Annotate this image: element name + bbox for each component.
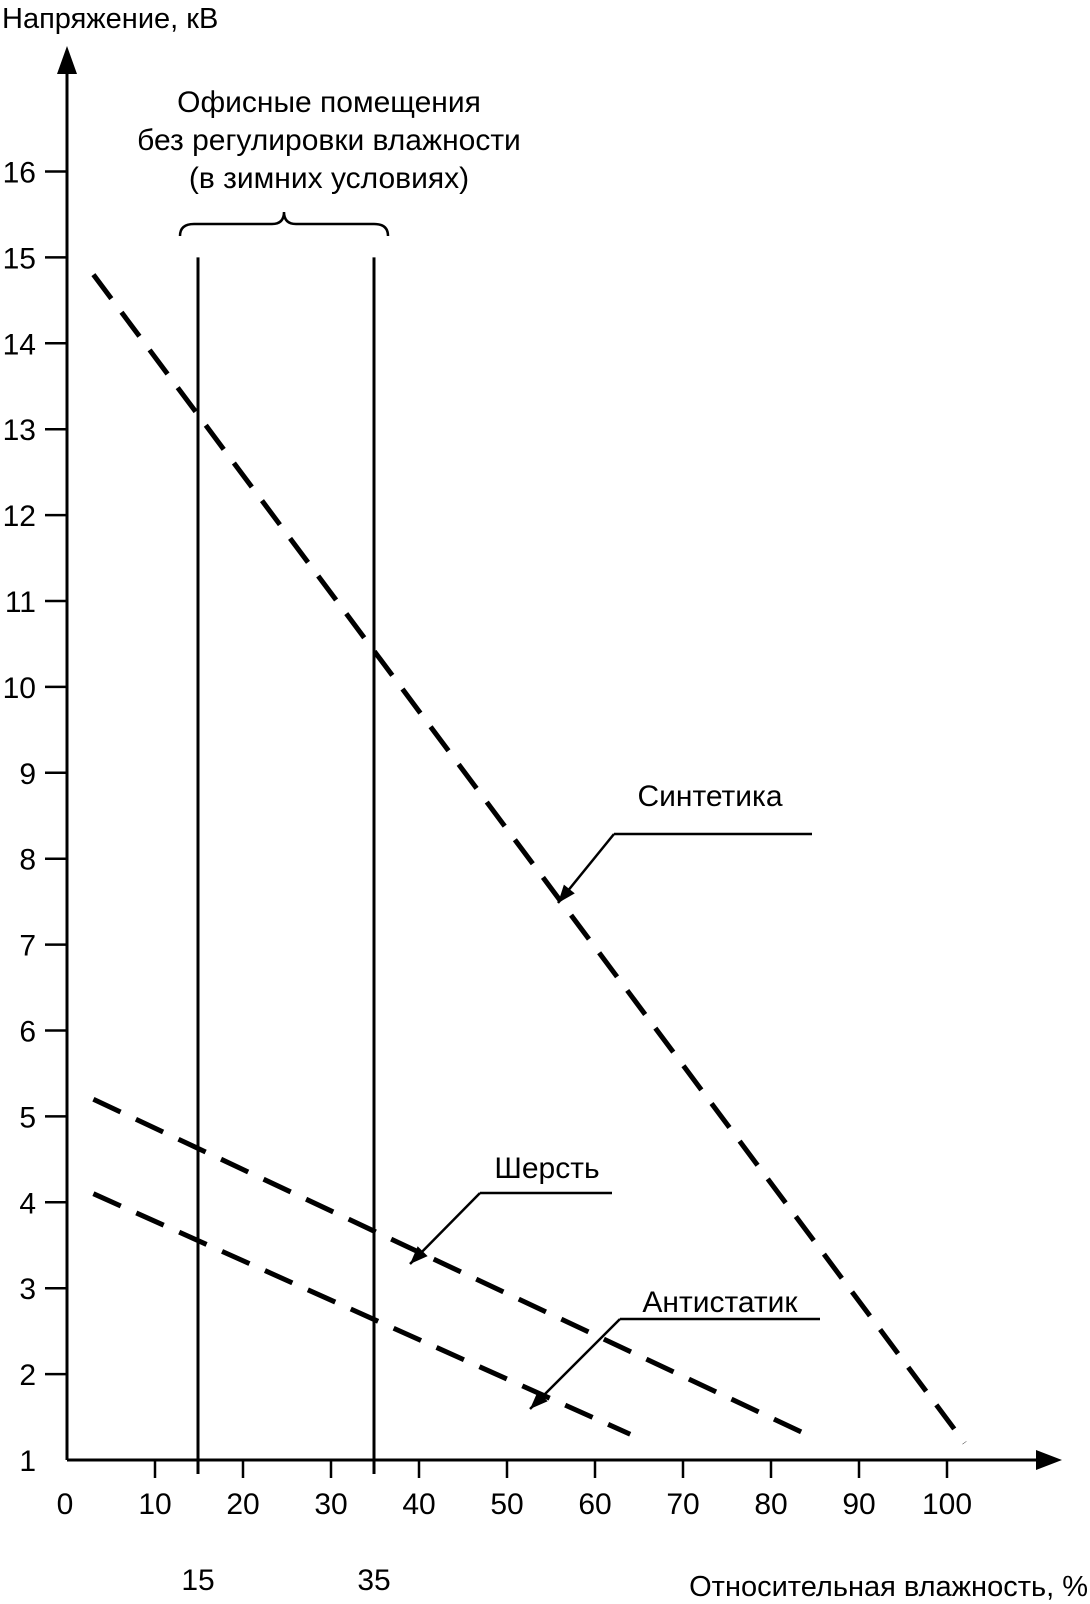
y-tick-label: 14 [3, 328, 36, 361]
x-tick-label: 80 [754, 1488, 787, 1521]
y-tick-label: 4 [19, 1187, 36, 1220]
annotation-line: без регулировки влажности [137, 124, 521, 157]
y-tick-label: 11 [5, 586, 36, 619]
y-tick-label: 9 [19, 758, 36, 791]
x-tick-label: 50 [490, 1488, 523, 1521]
leader-arrowhead [410, 1246, 428, 1264]
series-line [92, 1096, 808, 1437]
series-label: Синтетика [637, 780, 782, 813]
x-axis-title: Относительная влажность, % [689, 1571, 1088, 1603]
x-axis-arrow [1036, 1450, 1062, 1470]
annotation-group: Офисные помещения без регулировки влажнос… [137, 86, 521, 237]
annotation-line: (в зимних условиях) [189, 162, 469, 195]
y-tick-label: 13 [3, 414, 36, 447]
x-tick-label: 40 [402, 1488, 435, 1521]
axes [57, 46, 1062, 1470]
y-tick-label: 1 [19, 1445, 36, 1478]
x-tick-label: 20 [226, 1488, 259, 1521]
series-group: Синтетика Шерсть Антистатик [91, 273, 967, 1445]
annotation-brace [178, 211, 390, 237]
x-tick-label: 100 [922, 1488, 972, 1521]
reference-line-label: 35 [357, 1564, 390, 1597]
y-axis-title: Напряжение, кВ [2, 3, 218, 35]
series-label: Шерсть [494, 1152, 599, 1185]
y-axis-arrow [57, 46, 77, 74]
x-tick-label: 90 [842, 1488, 875, 1521]
y-tick-label: 5 [19, 1101, 36, 1134]
x-tick-label: 10 [138, 1488, 171, 1521]
reference-line-label: 15 [181, 1564, 214, 1597]
reference-lines: 15 35 [181, 257, 391, 1597]
y-tick-label: 3 [19, 1273, 36, 1306]
y-tick-label: 7 [19, 930, 36, 963]
y-tick-label: 6 [19, 1016, 36, 1049]
x-tick-label: 30 [314, 1488, 347, 1521]
x-tick-label: 60 [578, 1488, 611, 1521]
series-label: Антистатик [642, 1286, 798, 1319]
annotation-line: Офисные помещения [177, 86, 481, 119]
y-tick-label: 12 [3, 500, 36, 533]
series-line [92, 1191, 632, 1437]
y-tick-label: 8 [19, 844, 36, 877]
leader-arrowhead [558, 884, 575, 903]
y-tick-label: 15 [3, 242, 36, 275]
y-tick-label: 2 [19, 1359, 36, 1392]
leader-arrowhead [530, 1391, 548, 1409]
x-tick-label: 0 [57, 1488, 74, 1521]
y-tick-label: 16 [3, 157, 36, 190]
leader-line [529, 1318, 621, 1410]
x-tick-label: 70 [666, 1488, 699, 1521]
series-line [91, 273, 967, 1445]
y-tick-label: 10 [3, 672, 36, 705]
